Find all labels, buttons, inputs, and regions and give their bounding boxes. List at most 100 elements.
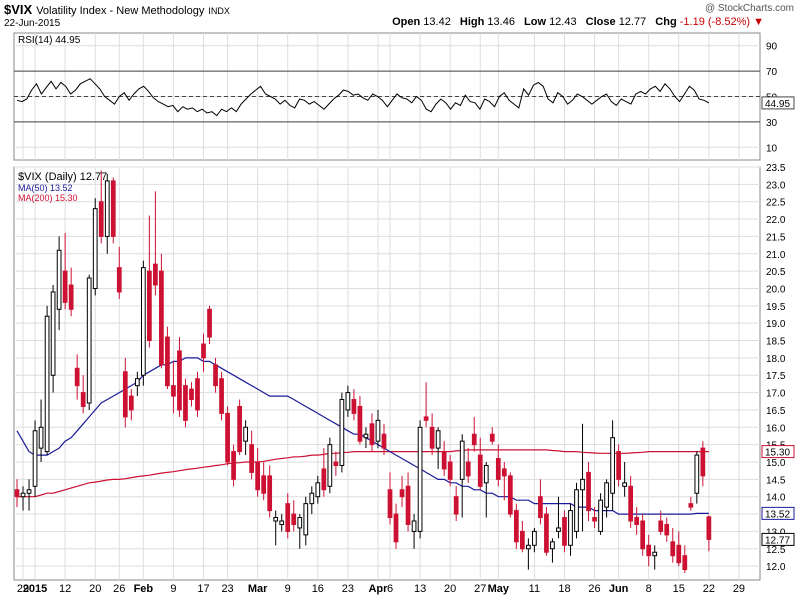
candle-body: [483, 464, 489, 484]
candle: [273, 510, 279, 546]
candle: [345, 385, 351, 417]
candle-body: [86, 277, 92, 404]
candle: [357, 396, 363, 445]
candle-body: [44, 315, 50, 453]
x-tick-label: 27: [474, 583, 486, 595]
candle: [279, 514, 285, 532]
candle: [592, 507, 597, 528]
candle: [92, 198, 98, 296]
candle-body: [345, 392, 351, 411]
candle-body: [634, 517, 640, 525]
candle: [501, 462, 507, 501]
candle: [532, 527, 537, 553]
x-tick-label: 13: [414, 583, 426, 595]
candle: [646, 534, 652, 567]
candle: [327, 437, 333, 494]
candle-body: [465, 461, 471, 477]
candle: [381, 423, 387, 456]
candle-body: [327, 444, 333, 487]
price-legend: $VIX (Daily) 12.77: [18, 171, 107, 183]
candle: [652, 545, 658, 570]
candle-body: [477, 454, 483, 487]
candle-body: [225, 412, 230, 463]
candle: [375, 409, 381, 449]
candle: [459, 434, 465, 518]
candle-body: [399, 489, 405, 498]
instrument-name: Volatility Index - New Methodology: [36, 5, 205, 17]
x-tick-label: 29: [17, 583, 29, 595]
candle: [550, 538, 555, 563]
rsi-y-tick-label: 70: [766, 67, 778, 78]
candle: [285, 493, 291, 539]
candle-body: [550, 541, 555, 550]
candle: [44, 305, 50, 456]
x-tick-label: 26: [113, 583, 125, 595]
candle: [519, 521, 525, 553]
candle: [640, 514, 646, 556]
candle: [50, 285, 56, 393]
candle: [507, 472, 513, 518]
candle-body: [32, 430, 38, 487]
price-panel: [13, 166, 761, 581]
candle-body: [273, 517, 279, 522]
candle-body: [532, 530, 537, 546]
candle: [399, 475, 405, 508]
candle-body: [261, 475, 267, 494]
candle: [634, 507, 640, 535]
candle: [688, 496, 694, 511]
x-tick-label: May: [488, 583, 510, 595]
candle-body: [670, 541, 676, 557]
candle: [387, 472, 393, 525]
candle: [526, 538, 531, 570]
candle: [411, 514, 417, 549]
candle-body: [285, 503, 291, 532]
rsi-y-tick-label: 10: [766, 143, 778, 154]
candle: [267, 465, 273, 518]
candle-body: [315, 482, 321, 498]
candle: [351, 389, 357, 421]
candle: [56, 236, 62, 331]
close-label: Close: [585, 16, 616, 28]
candle-body: [495, 458, 501, 480]
candle: [104, 173, 110, 254]
candle-body: [592, 517, 597, 522]
candle: [201, 333, 206, 372]
candle-body: [387, 489, 393, 519]
candle-body: [128, 395, 134, 411]
candle: [706, 515, 712, 552]
price-y-tick-label: 14.0: [766, 493, 786, 504]
candle-body: [38, 426, 44, 449]
price-y-tick-label: 14.5: [766, 475, 786, 486]
candle-body: [339, 399, 345, 466]
x-tick-label: 2015: [23, 583, 47, 595]
price-y-tick-label: 22.0: [766, 215, 786, 226]
ma200-last-value-label: 15.30: [765, 448, 790, 459]
candle-body: [243, 426, 248, 442]
candle: [165, 326, 170, 390]
candle: [544, 507, 549, 556]
candle: [700, 441, 706, 487]
x-tick-label: 15: [673, 583, 685, 595]
candle-body: [598, 499, 603, 532]
candle: [610, 420, 615, 511]
candle-body: [279, 520, 285, 525]
price-y-tick-label: 21.0: [766, 250, 786, 261]
down-arrow-icon: ▼: [753, 16, 764, 28]
candle-body: [405, 485, 411, 525]
candle-body: [110, 180, 116, 237]
candle-body: [507, 475, 513, 515]
candle: [171, 361, 176, 414]
candle-body: [453, 496, 459, 515]
candle-body: [357, 405, 363, 442]
candle: [598, 493, 603, 535]
candle-body: [231, 451, 236, 480]
candle-body: [363, 433, 369, 439]
candle: [321, 448, 327, 497]
candle-body: [381, 433, 387, 449]
candle-body: [694, 454, 700, 494]
x-tick-label: Feb: [134, 583, 154, 595]
candle: [189, 382, 194, 407]
ma200-last-value-box: [761, 445, 795, 459]
candle-body: [652, 551, 658, 557]
candle: [580, 423, 585, 532]
